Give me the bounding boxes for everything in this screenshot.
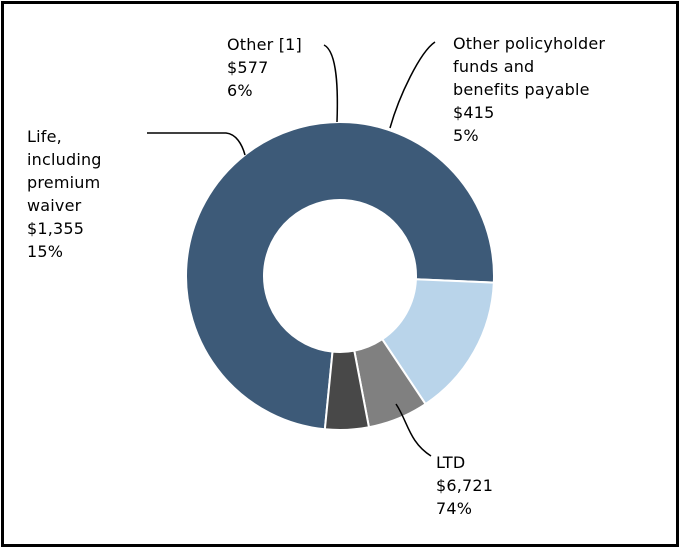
leader-other xyxy=(323,44,339,123)
slice-name-line: Other policyholder xyxy=(453,34,606,53)
slice-percent: 15% xyxy=(27,242,64,261)
leader-ltd xyxy=(395,403,432,457)
donut-chart xyxy=(147,41,495,457)
slice-label-ltd: LTD $6,721 74% xyxy=(436,451,493,520)
slice-label-other: Other [1] $577 6% xyxy=(227,33,302,102)
slice-label-other-policyholder: Other policyholder funds and benefits pa… xyxy=(453,32,605,147)
slice-name-line: premium xyxy=(27,173,101,192)
slice-percent: 5% xyxy=(453,126,479,145)
slice-name-line: Life, xyxy=(27,127,62,146)
slice-percent: 74% xyxy=(436,499,473,518)
leader-life xyxy=(147,132,246,156)
donut-slices xyxy=(185,121,495,431)
leader-lines xyxy=(147,41,436,457)
slice-name-line: waiver xyxy=(27,196,82,215)
slice-value: $415 xyxy=(453,103,495,122)
slice-other-policyholder xyxy=(323,349,371,431)
slice-name-line: including xyxy=(27,150,102,169)
slice-value: $1,355 xyxy=(27,219,85,238)
slice-value: $6,721 xyxy=(436,476,494,495)
slice-name-line: benefits payable xyxy=(453,80,590,99)
slice-value: $577 xyxy=(227,58,269,77)
slice-percent: 6% xyxy=(227,81,253,100)
slice-label-life: Life, including premium waiver $1,355 15… xyxy=(27,125,102,263)
slice-ltd xyxy=(185,121,495,431)
slice-name-line: Other [1] xyxy=(227,35,302,54)
slice-name-line: funds and xyxy=(453,57,535,76)
slice-name-line: LTD xyxy=(436,453,466,472)
leader-other-policyholder xyxy=(389,41,436,129)
